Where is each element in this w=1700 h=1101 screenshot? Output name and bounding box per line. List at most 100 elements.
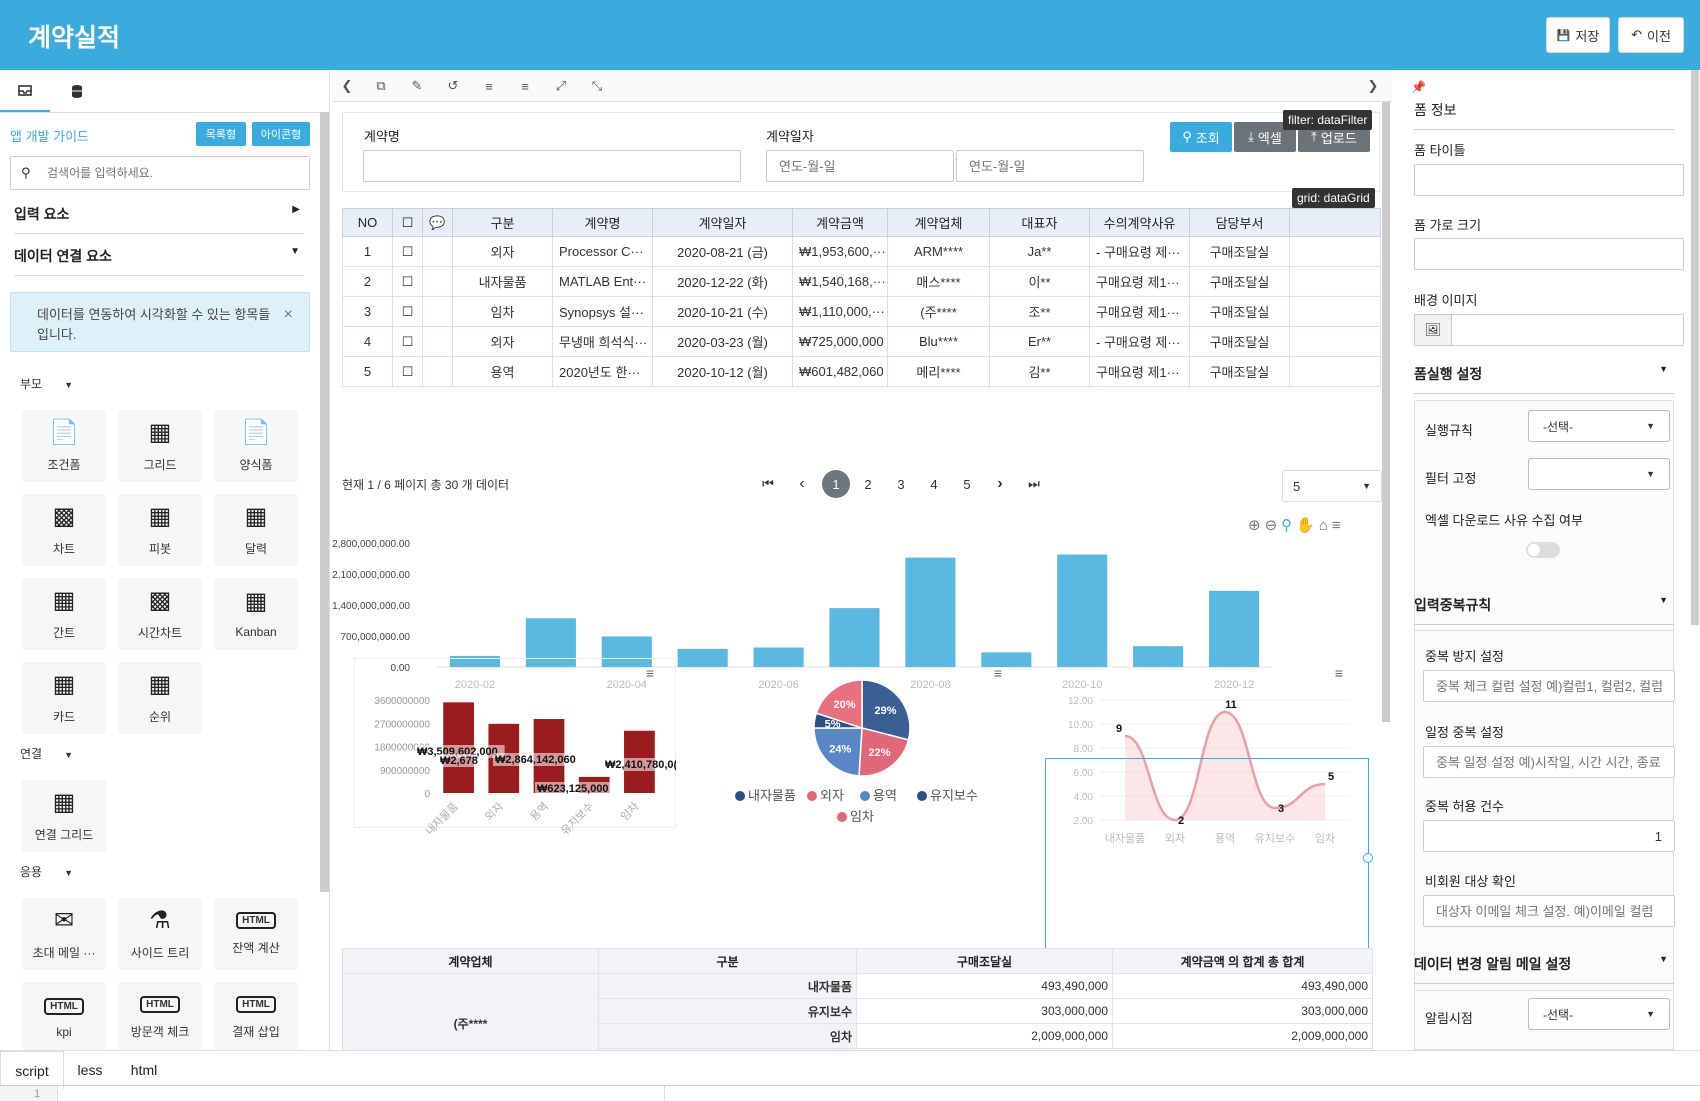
pie-slice[interactable] (813, 727, 863, 777)
tile-card[interactable]: ▦ 카드 (22, 662, 106, 734)
save-button[interactable]: 💾 저장 (1546, 17, 1610, 53)
row-checkbox[interactable]: ☐ (392, 266, 423, 297)
chevron-left-icon[interactable]: ❮ (341, 78, 353, 93)
tile-chart[interactable]: ▩ 차트 (22, 494, 106, 566)
tab-script[interactable]: script (0, 1051, 64, 1089)
tile-invite-mail[interactable]: ✉ 초대 메일 ··· (22, 898, 106, 970)
legend-item[interactable]: 내자물품 (735, 788, 796, 803)
resize-handle[interactable] (1363, 853, 1373, 863)
table-row[interactable]: 4 ☐ 외자 무냉매 희석식··· 2020-03-23 (월) ₩725,000,000… (342, 326, 1381, 357)
menu-icon[interactable]: ≡ (1331, 517, 1345, 534)
bg-image-input[interactable] (1451, 314, 1684, 346)
form-width-input[interactable] (1414, 238, 1684, 270)
nonmember-input[interactable] (1423, 895, 1675, 927)
row-checkbox[interactable]: ☐ (392, 236, 423, 267)
bar[interactable] (753, 647, 804, 667)
back-button[interactable]: ↶ 이전 (1618, 17, 1684, 53)
page-4[interactable]: 4 (930, 476, 938, 492)
bar[interactable] (677, 648, 728, 667)
row-checkbox[interactable]: ☐ (392, 326, 423, 357)
col-dept[interactable]: 담당부서 (1189, 208, 1290, 237)
bar[interactable] (1133, 646, 1184, 667)
col-no[interactable]: NO (342, 208, 393, 237)
zoom-in-icon[interactable]: ⊕ (1248, 517, 1265, 534)
tile-approval-insert[interactable]: HTML 결재 삽입 (214, 982, 298, 1050)
col-reason[interactable]: 수의계약사유 (1089, 208, 1190, 237)
contract-name-input[interactable] (363, 150, 741, 182)
tile-pivot[interactable]: ▦ 피봇 (118, 494, 202, 566)
undo-icon[interactable]: ↺ (447, 78, 459, 93)
row-checkbox[interactable]: ☐ (392, 356, 423, 387)
tile-condition-form[interactable]: 📄 조건폼 (22, 410, 106, 482)
legend-item[interactable]: 외자 (807, 788, 844, 803)
scrollbar[interactable] (1382, 102, 1390, 722)
tile-time-chart[interactable]: ▩ 시간차트 (118, 578, 202, 650)
align-left-icon[interactable]: ≡ (485, 78, 493, 94)
tile-kpi[interactable]: HTML kpi (22, 982, 106, 1050)
exec-rule-select[interactable]: -선택- ▼ (1528, 410, 1670, 442)
icon-view-button[interactable]: 아이콘형 (252, 122, 310, 146)
list-view-button[interactable]: 목록형 (196, 122, 246, 146)
select-all-checkbox[interactable]: ☐ (392, 208, 423, 237)
legend-item[interactable]: 용역 (860, 788, 897, 803)
tile-gantt[interactable]: ▦ 간트 (22, 578, 106, 650)
table-row[interactable]: 1 ☐ 외자 Processor C··· 2020-08-21 (금) ₩1,953,6… (342, 236, 1381, 267)
scrollbar[interactable] (1691, 70, 1699, 625)
tab-database[interactable] (52, 70, 102, 112)
page-5[interactable]: 5 (963, 476, 971, 492)
bar[interactable] (905, 557, 956, 667)
col-type[interactable]: 구분 (452, 208, 553, 237)
scrollbar[interactable] (320, 112, 329, 892)
pivot-col-company[interactable]: 계약업체 (342, 948, 599, 974)
date-from-input[interactable] (766, 150, 954, 182)
tile-balance-calc[interactable]: HTML 잔액 계산 (214, 898, 298, 970)
bar[interactable] (601, 636, 652, 667)
bar[interactable] (449, 655, 501, 667)
bar[interactable] (829, 608, 880, 667)
search-button[interactable]: ⚲ 조회 (1170, 122, 1232, 152)
filter-fix-select[interactable]: ▼ (1528, 458, 1670, 490)
tile-kanban[interactable]: ▦ Kanban (214, 578, 298, 650)
bar[interactable] (1057, 554, 1108, 667)
tile-link-grid[interactable]: ▦ 연결 그리드 (22, 780, 106, 852)
magnifier-icon[interactable]: ⚲ (1281, 517, 1297, 534)
next-page-icon[interactable]: › (997, 475, 1003, 492)
table-row[interactable]: 5 ☐ 용역 2020년도 한··· 2020-10-12 (월) ₩601,482,06… (342, 356, 1381, 387)
alert-time-select[interactable]: -선택- ▼ (1528, 998, 1670, 1030)
menu-icon[interactable]: ≡ (1335, 665, 1343, 681)
form-title-input[interactable] (1414, 164, 1684, 196)
selection-frame[interactable] (1045, 758, 1369, 960)
col-company[interactable]: 계약업체 (887, 208, 990, 237)
pie-slice[interactable] (858, 727, 910, 777)
image-icon[interactable]: 🖼 (1414, 314, 1452, 346)
dup-rule-header[interactable]: 입력중복규칙 ▼ (1414, 595, 1674, 625)
pie-slice[interactable] (815, 679, 863, 730)
page-1[interactable]: 1 (822, 470, 850, 498)
tile-calendar[interactable]: ▦ 달력 (214, 494, 298, 566)
section-data-elements[interactable]: 데이터 연결 요소 ▼ (14, 246, 304, 276)
search-input[interactable] (35, 158, 305, 188)
table-row[interactable]: 3 ☐ 임차 Synopsys 설··· 2020-10-21 (수) ₩1,110,00… (342, 296, 1381, 327)
pan-hand-icon[interactable]: ✋ (1296, 517, 1319, 534)
prev-page-icon[interactable]: ‹ (799, 475, 805, 492)
tile-grid[interactable]: ▦ 그리드 (118, 410, 202, 482)
tile-side-tree[interactable]: ⚗ 사이드 트리 (118, 898, 202, 970)
area-line[interactable] (1124, 710, 1326, 822)
menu-icon[interactable]: ≡ (646, 665, 654, 681)
close-icon[interactable]: × (283, 306, 293, 323)
align-right-icon[interactable]: ≡ (521, 78, 529, 94)
page-3[interactable]: 3 (897, 476, 905, 492)
first-page-icon[interactable]: ⏮ (762, 476, 774, 491)
table-row[interactable]: 2 ☐ 내자물품 MATLAB Ent··· 2020-12-22 (화) ₩1,540,… (342, 266, 1381, 297)
dup-allow-input[interactable]: 1 (1423, 820, 1675, 852)
chevron-right-icon[interactable]: ❯ (1367, 78, 1379, 93)
page-size-select[interactable]: 5 ▼ (1282, 470, 1382, 502)
page-2[interactable]: 2 (864, 476, 872, 492)
tab-less[interactable]: less (77, 1062, 103, 1078)
col-amount[interactable]: 계약금액 (792, 208, 888, 237)
last-page-icon[interactable]: ⏭ (1028, 476, 1040, 491)
section-input-elements[interactable]: 입력 요소 ▶ (14, 204, 304, 234)
expand-icon[interactable]: ⤢ (555, 78, 567, 93)
mail-settings-header[interactable]: 데이터 변경 알림 메일 설정 ▼ (1414, 954, 1674, 984)
legend-item[interactable]: 임차 (837, 809, 874, 824)
